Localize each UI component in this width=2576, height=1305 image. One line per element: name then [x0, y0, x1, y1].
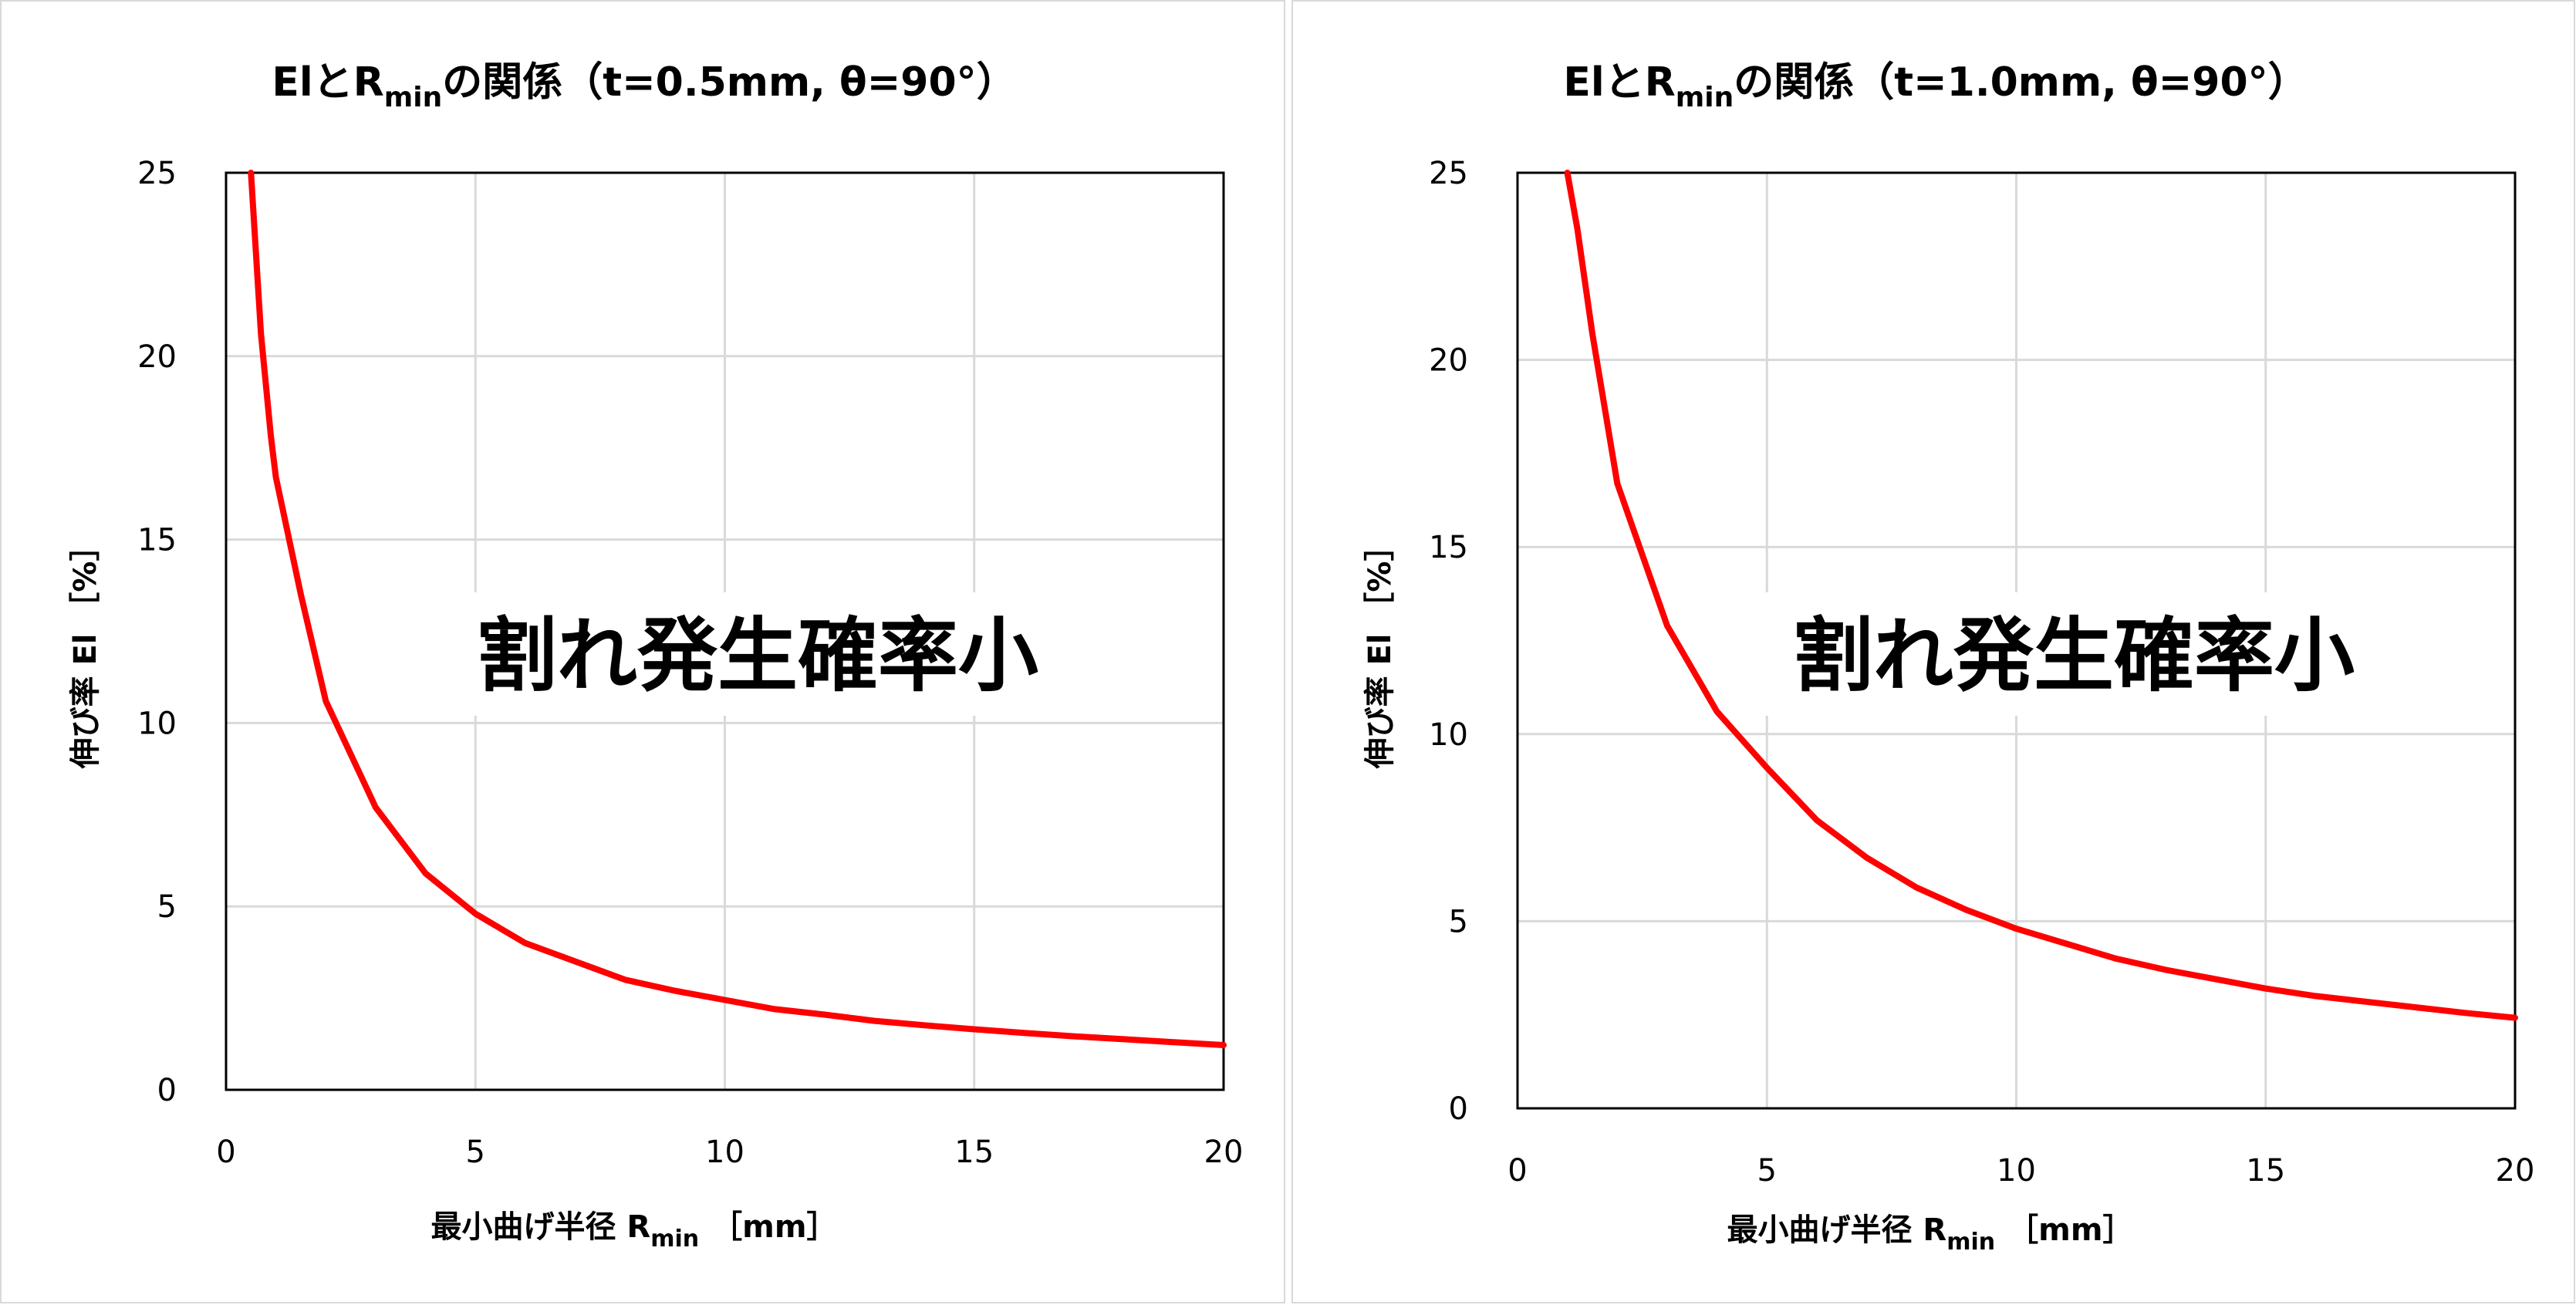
series-line: [1564, 170, 2518, 1021]
x-axis-label-sub: min: [650, 1226, 699, 1253]
x-axis-label-sub: min: [1946, 1229, 1995, 1256]
chart-title-main: ElとR: [1563, 59, 1675, 106]
x-tick-label: 0: [216, 1135, 235, 1170]
plot-border: [225, 171, 1225, 1091]
chart-title: ElとRminの関係（t=1.0mm, θ=90°）: [1563, 59, 2308, 113]
chart-title-main: ElとR: [272, 59, 383, 106]
plot-border: [1516, 171, 2517, 1110]
y-axis-label: 伸び率 El ［%］: [68, 531, 103, 770]
y-tick-label: 10: [1429, 717, 1468, 753]
y-tick-label: 5: [1449, 904, 1468, 939]
y-tick-label: 0: [1449, 1091, 1468, 1127]
x-axis-label: 最小曲げ半径 Rmin ［mm］: [1727, 1212, 2134, 1256]
x-tick-label: 0: [1507, 1153, 1527, 1189]
y-tick-label: 25: [137, 156, 177, 191]
y-tick-label: 15: [137, 523, 177, 558]
annotation-backdrop: [449, 592, 1066, 716]
x-tick-label: 5: [466, 1135, 485, 1170]
chart-title-sub: min: [384, 82, 442, 113]
chart-title-tail: の関係（t=1.0mm, θ=90°）: [1734, 59, 2308, 106]
y-tick-label: 25: [1429, 156, 1468, 191]
y-tick-label: 10: [137, 706, 177, 741]
annotation-text: 割れ発生確率小: [1793, 609, 2355, 703]
y-tick-label: 0: [157, 1073, 177, 1108]
x-axis-label-main: 最小曲げ半径 R: [431, 1209, 651, 1245]
y-axis-label: 伸び率 El ［%］: [1362, 531, 1398, 770]
chart-panel-right: ElとRminの関係（t=1.0mm, θ=90°） 割れ発生確率小 0 5 10 15…: [1291, 0, 2575, 1303]
y-tick-label: 5: [157, 889, 177, 925]
x-tick-label: 20: [1204, 1135, 1244, 1170]
y-tick-label: 15: [1429, 530, 1468, 565]
chart-title-sub: min: [1676, 82, 1734, 113]
chart-title: ElとRminの関係（t=0.5mm, θ=90°）: [272, 59, 1016, 113]
annotation-text: 割れ発生確率小: [477, 609, 1038, 703]
series-line: [248, 170, 1227, 1048]
chart-panel-left: ElとRminの関係（t=0.5mm, θ=90°） 割れ発生確率小 0 5 10 15…: [0, 0, 1285, 1303]
x-tick-label: 15: [2246, 1153, 2285, 1189]
plot-area: 割れ発生確率小 0 5 10 15 20 0 5 10 15 20 25: [137, 156, 1243, 1170]
x-tick-label: 5: [1757, 1153, 1777, 1189]
y-tick-label: 20: [137, 339, 177, 375]
x-tick-label: 10: [1997, 1153, 2036, 1189]
x-tick-label: 10: [705, 1135, 744, 1170]
x-tick-label: 20: [2496, 1153, 2535, 1189]
annotation-backdrop: [1765, 592, 2382, 716]
x-axis-label-tail: ［mm］: [711, 1209, 837, 1245]
plot-area: 割れ発生確率小 0 5 10 15 20 0 5 10 15 20 25: [1429, 156, 2534, 1189]
chart-title-tail: の関係（t=0.5mm, θ=90°）: [442, 59, 1016, 106]
y-tick-label: 20: [1429, 343, 1468, 379]
x-axis-label: 最小曲げ半径 Rmin ［mm］: [431, 1209, 838, 1253]
x-axis-label-main: 最小曲げ半径 R: [1727, 1212, 1947, 1248]
x-tick-label: 15: [954, 1135, 994, 1170]
x-axis-label-tail: ［mm］: [2007, 1212, 2133, 1248]
